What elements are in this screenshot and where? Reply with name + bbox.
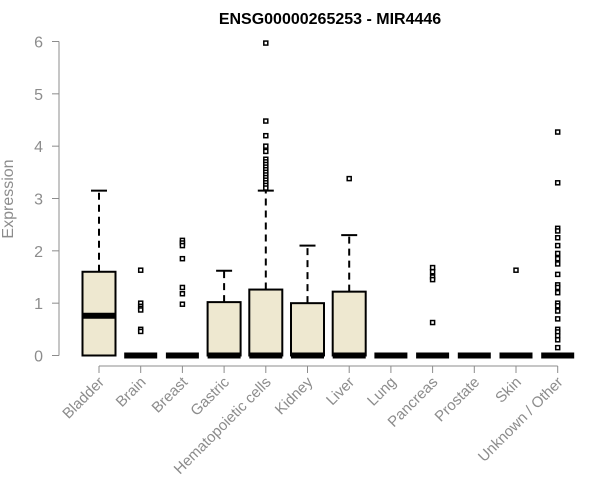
- outlier-point: [554, 332, 561, 339]
- outlier-point: [554, 303, 561, 309]
- box: [331, 290, 367, 357]
- box-group-hematopoietic-cells: [248, 40, 284, 359]
- x-tick-label: Prostate: [432, 374, 484, 426]
- x-tick-label: Breast: [149, 373, 192, 416]
- outlier-point: [513, 267, 519, 273]
- outlier-point: [429, 276, 436, 283]
- outlier-point: [554, 255, 561, 262]
- y-axis: 0 1 2 3 4 5 6: [34, 35, 60, 366]
- outlier-point: [429, 264, 436, 271]
- outlier-point: [554, 180, 561, 186]
- box: [290, 302, 325, 357]
- outlier-point: [179, 242, 186, 249]
- box-group-brain: [124, 267, 158, 359]
- y-tick-label: 0: [34, 349, 43, 366]
- box-group-bladder: [81, 189, 117, 357]
- outlier-point: [554, 129, 561, 135]
- outlier-point: [137, 328, 144, 335]
- outlier-point: [179, 255, 186, 262]
- chart-title: ENSG00000265253 - MIR4446: [219, 11, 441, 28]
- x-tick-label: Lung: [364, 374, 400, 410]
- box-group-kidney: [290, 244, 325, 359]
- y-tick-label: 1: [34, 296, 43, 313]
- y-tick-label: 3: [34, 192, 43, 209]
- outlier-point: [263, 118, 269, 124]
- outlier-point: [554, 308, 561, 314]
- box-group-unknown-other: [541, 129, 575, 359]
- outlier-point: [554, 271, 561, 278]
- outlier-point: [263, 143, 269, 149]
- box-group-skin: [499, 267, 533, 359]
- x-tick-label: Kidney: [272, 373, 317, 418]
- outlier-point: [554, 289, 561, 296]
- outlier-point: [179, 284, 186, 291]
- outlier-point: [429, 269, 436, 275]
- outlier-point: [179, 290, 186, 297]
- outlier-point: [554, 250, 561, 257]
- box-group-breast: [165, 237, 199, 359]
- x-tick-label: Bladder: [59, 374, 108, 423]
- outlier-point: [179, 301, 186, 307]
- outlier-point: [554, 261, 561, 267]
- box: [248, 288, 284, 357]
- outlier-point: [263, 185, 269, 191]
- plot-area: [81, 40, 575, 359]
- outlier-point: [429, 319, 436, 326]
- outlier-point: [346, 175, 352, 182]
- box: [206, 301, 242, 357]
- y-tick-label: 4: [34, 139, 43, 156]
- x-tick-label: Skin: [492, 374, 525, 407]
- outlier-point: [554, 242, 561, 249]
- outlier-point: [554, 228, 561, 234]
- outlier-point: [554, 235, 561, 241]
- x-tick-label: Liver: [323, 374, 358, 409]
- box-group-liver: [331, 175, 367, 359]
- outlier-point: [554, 316, 561, 322]
- outlier-point: [263, 132, 269, 139]
- box-group-pancreas: [416, 264, 450, 359]
- outlier-point: [263, 148, 269, 155]
- outlier-point: [554, 284, 561, 291]
- y-tick-label: 6: [34, 35, 43, 52]
- outlier-point: [554, 337, 561, 343]
- y-tick-label: 2: [34, 244, 43, 261]
- outlier-point: [263, 40, 269, 46]
- y-axis-label: Expression: [0, 159, 17, 238]
- outlier-point: [137, 307, 144, 313]
- x-tick-label: Brain: [113, 374, 150, 411]
- y-tick-label: 5: [34, 87, 43, 104]
- box-group-gastric: [206, 269, 242, 359]
- outlier-point: [137, 267, 144, 273]
- outlier-point: [554, 344, 561, 351]
